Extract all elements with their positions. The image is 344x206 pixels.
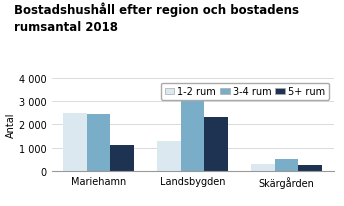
Y-axis label: Antal: Antal <box>6 112 16 137</box>
Bar <box>110 145 134 171</box>
Bar <box>181 97 204 171</box>
Bar <box>275 160 298 171</box>
Bar <box>251 164 275 171</box>
Bar <box>63 113 87 171</box>
Legend: 1-2 rum, 3-4 rum, 5+ rum: 1-2 rum, 3-4 rum, 5+ rum <box>161 83 329 101</box>
Bar <box>87 114 110 171</box>
Bar <box>157 141 181 171</box>
Text: Bostadshushåll efter region och bostadens
rumsantal 2018: Bostadshushåll efter region och bostaden… <box>14 2 299 33</box>
Bar <box>298 166 322 171</box>
Bar <box>204 118 228 171</box>
